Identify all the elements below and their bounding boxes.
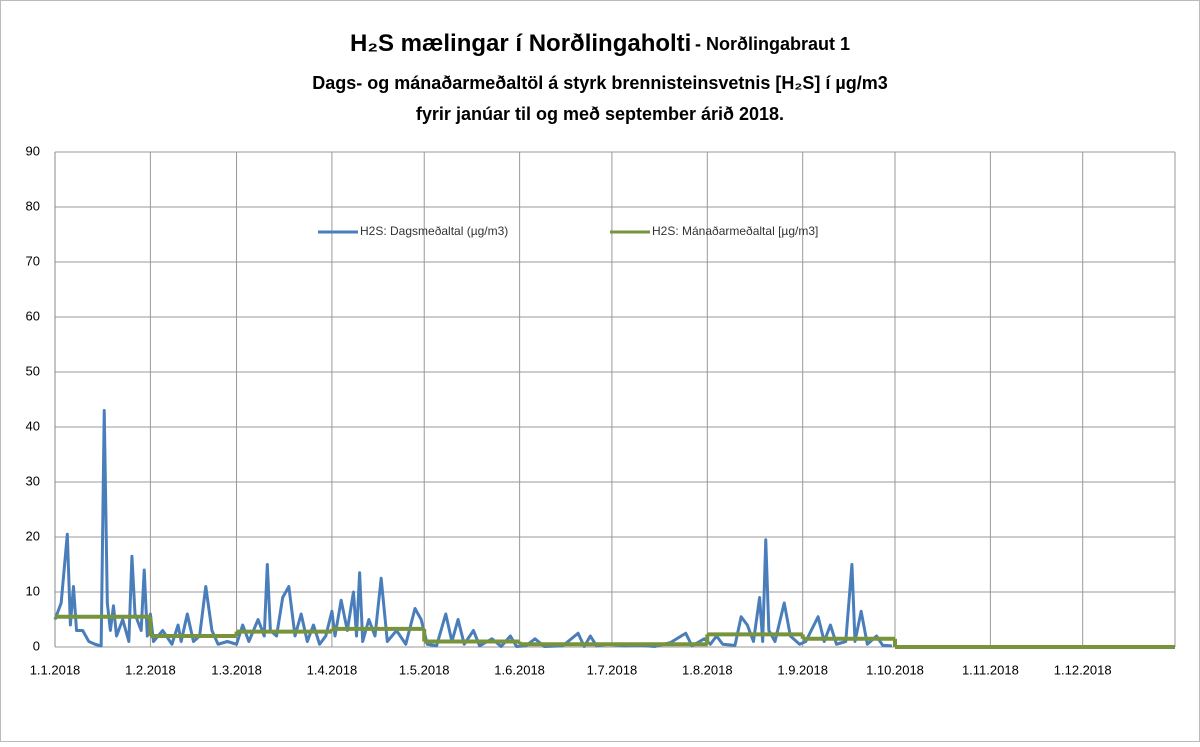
chart-subtitle: fyrir janúar til og með september árið 2…	[416, 104, 784, 124]
x-tick-label: 1.6.2018	[494, 662, 545, 677]
x-tick-label: 1.12.2018	[1054, 662, 1112, 677]
chart-title: H₂S mælingar í Norðlingaholti	[350, 30, 691, 57]
x-tick-label: 1.2.2018	[125, 662, 176, 677]
x-tick-label: 1.7.2018	[587, 662, 638, 677]
y-tick-label: 50	[26, 363, 40, 378]
y-tick-label: 0	[33, 638, 40, 653]
x-tick-label: 1.10.2018	[866, 662, 924, 677]
x-tick-label: 1.1.2018	[30, 662, 81, 677]
chart-title-suffix: - Norðlingabraut 1	[695, 34, 850, 54]
x-tick-label: 1.4.2018	[307, 662, 358, 677]
y-tick-label: 30	[26, 473, 40, 488]
y-tick-label: 10	[26, 583, 40, 598]
y-tick-label: 40	[26, 418, 40, 433]
legend-label: H2S: Dagsmeðaltal (µg/m3)	[360, 224, 508, 238]
y-tick-label: 90	[26, 143, 40, 158]
line-series	[53, 409, 893, 648]
y-tick-label: 80	[26, 198, 40, 213]
x-tick-label: 1.11.2018	[962, 662, 1019, 677]
chart-title-line: H₂S mælingar í Norðlingaholti - Norðling…	[350, 30, 850, 57]
x-tick-label: 1.8.2018	[682, 662, 733, 677]
x-tick-label: 1.9.2018	[777, 662, 828, 677]
chart-subtitle: Dags- og mánaðarmeðaltöl á styrk brennis…	[312, 73, 888, 93]
x-tick-label: 1.3.2018	[211, 662, 262, 677]
x-tick-label: 1.5.2018	[399, 662, 450, 677]
y-tick-label: 20	[26, 528, 40, 543]
legend-label: H2S: Mánaðarmeðaltal [µg/m3]	[652, 224, 818, 238]
y-tick-label: 70	[26, 253, 40, 268]
y-tick-label: 60	[26, 308, 40, 323]
